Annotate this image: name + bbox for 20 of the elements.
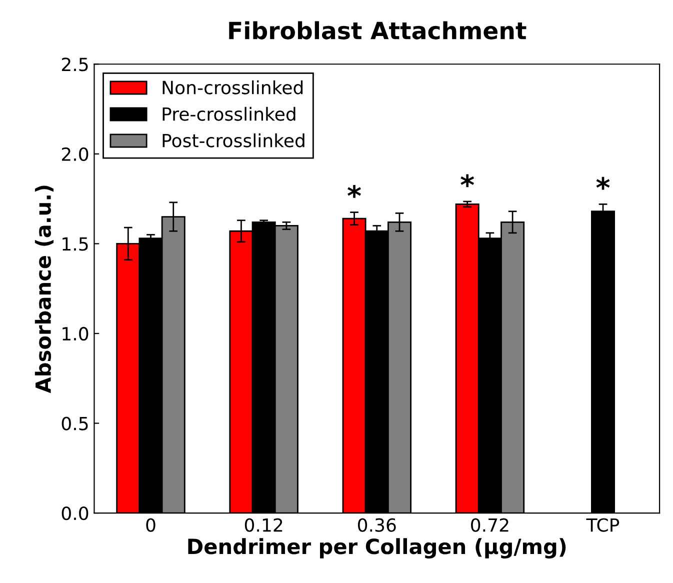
x-tick-label: 0.36 (358, 518, 396, 532)
x-tick-label: 0.12 (244, 518, 282, 532)
y-tick-label: 0.5 (62, 416, 88, 430)
y-tick-label: 1.5 (62, 237, 88, 251)
x-tick-label: 0.72 (471, 518, 508, 532)
chart-title: Fibroblast Attachment (229, 21, 526, 40)
x-axis-title: Dendrimer per Collagen (µg/mg) (188, 538, 566, 558)
legend-label: Non-crosslinked (162, 80, 303, 94)
y-tick-label: 2.5 (62, 58, 88, 72)
legend-label: Post-crosslinked (162, 133, 304, 148)
y-tick-label: 0.0 (62, 506, 88, 520)
data-label: * (460, 174, 474, 188)
x-tick-label: 0 (146, 518, 156, 532)
x-tick-label: TCP (586, 518, 620, 532)
data-label: * (348, 184, 361, 198)
y-axis-title: Absorbance (a.u.) (34, 186, 54, 394)
y-tick-label: 2.0 (62, 147, 88, 162)
legend-label: Pre-crosslinked (162, 106, 296, 121)
data-label: * (596, 176, 610, 190)
y-tick-label: 1.0 (62, 326, 88, 341)
